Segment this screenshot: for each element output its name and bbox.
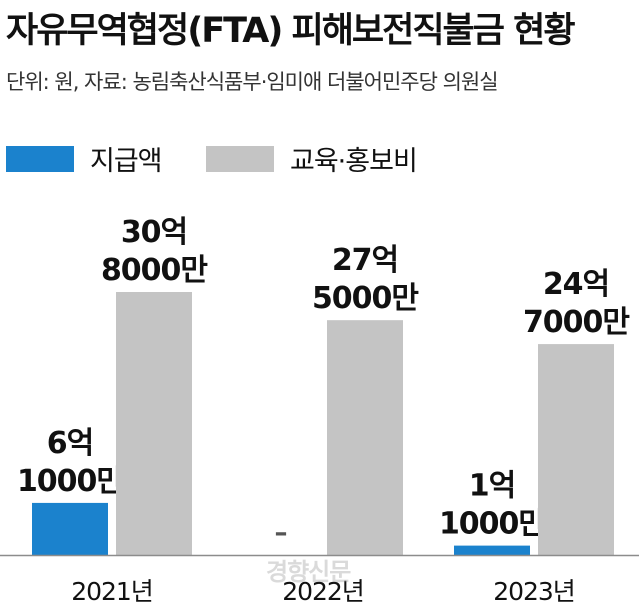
legend-label-promotion: 교육·홍보비 bbox=[290, 146, 418, 177]
legend-swatch-payment bbox=[6, 146, 74, 172]
data-label-promotion-2-line1: 27억 bbox=[332, 243, 398, 278]
x-tick-label-2: 2022년 bbox=[282, 577, 364, 606]
data-label-payment-3-line2: 1000만 bbox=[439, 507, 546, 542]
bar-promotion-3 bbox=[538, 344, 614, 555]
chart-title: 자유무역협정(FTA) 피해보전직불금 현황 bbox=[6, 11, 576, 51]
bar-promotion-2 bbox=[327, 320, 403, 555]
bar-payment-1 bbox=[32, 502, 108, 555]
data-label-payment-3-line1: 1억 bbox=[469, 469, 515, 504]
data-label-promotion-3-line2: 7000만 bbox=[523, 305, 630, 340]
watermark: 경향신문 bbox=[266, 558, 351, 586]
chart-subtitle: 단위: 원, 자료: 농림축산식품부·임미애 더불어민주당 의원실 bbox=[6, 70, 499, 94]
data-label-promotion-1-line1: 30억 bbox=[121, 215, 187, 250]
bar-payment-3 bbox=[454, 545, 530, 555]
data-label-payment-1-line2: 1000만 bbox=[17, 464, 124, 499]
x-tick-label-3: 2023년 bbox=[493, 577, 575, 606]
data-label-promotion-3-line1: 24억 bbox=[543, 267, 609, 302]
legend-label-payment: 지급액 bbox=[90, 146, 163, 177]
x-tick-label-1: 2021년 bbox=[71, 577, 153, 606]
bar-promotion-1 bbox=[116, 292, 192, 555]
data-label-payment-2-line1: – bbox=[275, 518, 288, 548]
data-label-promotion-1-line2: 8000만 bbox=[101, 253, 208, 288]
data-label-promotion-2-line2: 5000만 bbox=[312, 281, 419, 316]
legend-swatch-promotion bbox=[206, 146, 274, 172]
data-label-payment-1-line1: 6억 bbox=[47, 426, 93, 461]
